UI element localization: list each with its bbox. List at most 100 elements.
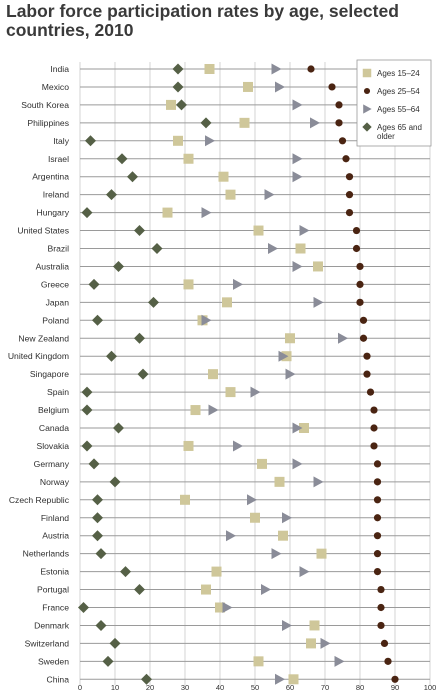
data-point-circle — [335, 101, 343, 109]
category-label: Canada — [39, 423, 69, 433]
data-point-triangle — [320, 637, 331, 649]
data-point-circle — [370, 442, 378, 450]
data-point-square — [285, 333, 295, 344]
category-label: Ireland — [43, 190, 69, 200]
category-label: Poland — [42, 315, 69, 325]
data-point-square — [225, 189, 236, 200]
data-point-triangle — [201, 314, 212, 326]
data-point-square — [190, 405, 201, 416]
data-point-diamond — [92, 530, 103, 542]
data-point-diamond — [148, 296, 159, 308]
data-point-circle — [384, 657, 392, 665]
category-label: Spain — [47, 387, 69, 397]
data-point-diamond — [95, 619, 107, 631]
data-point-triangle — [261, 584, 271, 596]
data-point-triangle — [226, 530, 236, 542]
data-point-triangle — [282, 512, 292, 524]
category-label: Singapore — [30, 369, 69, 379]
data-point-diamond — [95, 548, 107, 560]
data-point-diamond — [200, 117, 212, 129]
x-tick-label: 30 — [181, 683, 189, 692]
data-point-square — [215, 602, 225, 613]
data-point-triangle — [271, 548, 282, 560]
category-label: Greece — [41, 279, 69, 289]
data-point-triangle — [275, 81, 285, 93]
category-label: Denmark — [34, 620, 70, 630]
data-point-diamond — [172, 63, 184, 75]
data-point-circle — [359, 316, 368, 324]
mark-layer — [78, 63, 399, 685]
category-label: Belgium — [38, 405, 69, 415]
legend: Ages 15–24 Ages 25–54 Ages 55–64 Ages 65 an… — [356, 59, 432, 147]
data-point-diamond — [109, 637, 121, 649]
legend-label: Ages 65 and older — [377, 123, 422, 141]
data-point-circle — [363, 352, 371, 360]
data-point-square — [166, 99, 176, 110]
category-label: Israel — [48, 154, 69, 164]
data-point-square — [299, 423, 309, 433]
x-tick-label: 40 — [216, 683, 224, 692]
data-point-circle — [363, 87, 371, 95]
data-point-diamond — [134, 332, 145, 344]
data-point-diamond — [92, 314, 103, 326]
data-point-square — [162, 207, 173, 218]
data-point-square — [316, 548, 327, 559]
data-point-diamond — [81, 207, 93, 219]
category-label: Netherlands — [23, 549, 69, 559]
x-tick-label: 0 — [78, 683, 82, 692]
data-point-diamond — [127, 171, 138, 183]
category-label: South Korea — [21, 100, 69, 110]
grid-layer — [79, 62, 431, 685]
data-point-square — [313, 261, 323, 272]
data-point-diamond — [81, 404, 93, 416]
data-point-triangle — [292, 171, 303, 183]
data-point-diamond — [92, 494, 103, 506]
data-point-circle — [363, 370, 371, 378]
data-point-diamond — [85, 135, 96, 147]
data-point-triangle — [233, 278, 243, 290]
data-point-triangle — [292, 458, 303, 470]
data-point-diamond — [81, 440, 93, 452]
data-point-square — [204, 64, 215, 74]
data-point-triangle — [313, 296, 324, 308]
category-label: Austria — [42, 531, 69, 541]
data-point-diamond — [92, 512, 103, 524]
data-point-square — [222, 297, 232, 308]
data-point-diamond — [81, 386, 93, 398]
data-point-diamond — [106, 350, 117, 362]
x-tick-label: 10 — [111, 683, 119, 692]
data-point-triangle — [292, 422, 303, 434]
data-point-triangle — [205, 135, 215, 147]
data-point-circle — [370, 424, 378, 432]
data-point-triangle — [313, 476, 324, 488]
category-label: Japan — [46, 297, 70, 307]
data-point-square — [211, 566, 222, 577]
data-point-circle — [359, 334, 368, 342]
category-label: Estonia — [40, 567, 69, 577]
data-point-diamond — [116, 153, 128, 165]
data-point-circle — [377, 585, 385, 594]
category-label: Philippines — [27, 118, 69, 128]
data-point-triangle — [268, 243, 278, 254]
data-point-triangle — [292, 153, 303, 165]
data-point-square — [278, 530, 288, 541]
data-point-circle — [328, 83, 336, 91]
data-point-circle — [366, 388, 375, 396]
data-point-square — [201, 584, 211, 595]
x-tick-label: 90 — [391, 683, 399, 692]
data-point-circle — [373, 568, 382, 576]
data-point-circle — [380, 639, 389, 648]
category-label: Switzerland — [25, 638, 70, 648]
data-point-diamond — [134, 584, 145, 596]
x-tick-layer: 0 10 20 30 40 50 60 70 80 90 100 — [78, 683, 436, 692]
data-point-circle — [373, 550, 382, 558]
data-point-diamond — [113, 422, 124, 434]
category-label: Portugal — [37, 585, 69, 595]
data-point-square — [180, 494, 190, 505]
data-point-square — [243, 81, 253, 92]
category-label: Sweden — [38, 656, 69, 666]
data-point-circle — [373, 532, 382, 540]
category-label: Czech Republic — [9, 495, 70, 505]
category-label: New Zealand — [18, 333, 69, 343]
